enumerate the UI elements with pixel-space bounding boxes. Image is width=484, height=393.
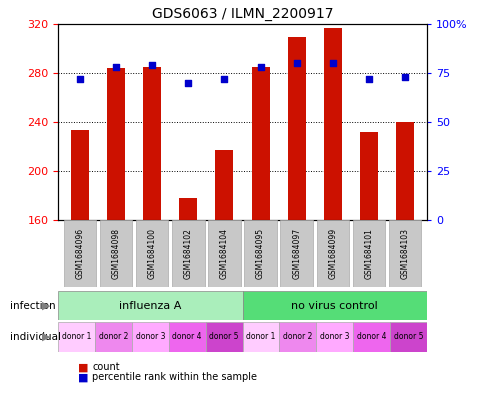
Text: donor 2: donor 2 [283,332,312,342]
Text: donor 5: donor 5 [393,332,422,342]
Text: GSM1684100: GSM1684100 [147,228,156,279]
Bar [280,220,312,287]
Text: donor 2: donor 2 [99,332,128,342]
Text: donor 4: donor 4 [356,332,385,342]
Text: count: count [92,362,120,373]
Text: GSM1684103: GSM1684103 [400,228,409,279]
Text: donor 3: donor 3 [136,332,165,342]
Bar [132,322,168,352]
Bar [388,220,421,287]
Text: donor 1: donor 1 [246,332,275,342]
Bar [205,322,242,352]
Text: donor 5: donor 5 [209,332,238,342]
Text: GSM1684101: GSM1684101 [364,228,373,279]
Text: individual: individual [10,332,60,342]
Point [400,73,408,80]
Text: donor 4: donor 4 [172,332,201,342]
Text: percentile rank within the sample: percentile rank within the sample [92,372,257,382]
Bar [107,68,125,220]
Bar [100,220,132,287]
Text: GSM1684099: GSM1684099 [328,228,337,279]
Bar [179,198,197,220]
Text: infection: infection [10,301,55,310]
Text: GSM1684104: GSM1684104 [219,228,228,279]
Bar [168,322,205,352]
Point [256,64,264,70]
Bar [352,322,389,352]
Bar [242,322,279,352]
Bar [242,291,426,320]
Text: GSM1684095: GSM1684095 [256,228,265,279]
Bar [352,220,384,287]
Text: no virus control: no virus control [291,301,377,310]
Text: ▶: ▶ [42,332,51,342]
Bar [287,37,305,220]
Bar [71,130,89,220]
Point [148,62,156,68]
Bar [244,220,276,287]
Point [220,75,228,82]
Title: GDS6063 / ILMN_2200917: GDS6063 / ILMN_2200917 [151,7,333,21]
Text: donor 1: donor 1 [62,332,91,342]
Text: donor 3: donor 3 [319,332,348,342]
Point [364,75,372,82]
Bar [316,220,348,287]
Bar [58,291,242,320]
Point [112,64,120,70]
Text: influenza A: influenza A [119,301,181,310]
Point [184,79,192,86]
Bar [143,66,161,220]
Bar [316,322,352,352]
Point [76,75,84,82]
Text: GSM1684096: GSM1684096 [75,228,84,279]
Bar [95,322,132,352]
Bar [58,322,95,352]
Bar [172,220,204,287]
Bar [395,122,413,220]
Bar [136,220,168,287]
Text: GSM1684102: GSM1684102 [183,228,193,279]
Bar [251,66,269,220]
Point [292,60,300,66]
Bar [208,220,240,287]
Point [328,60,336,66]
Text: ■: ■ [77,372,88,382]
Bar [215,150,233,220]
Bar [323,28,341,220]
Text: GSM1684097: GSM1684097 [291,228,301,279]
Bar [63,220,96,287]
Bar [359,132,377,220]
Text: ▶: ▶ [42,301,51,310]
Bar [389,322,426,352]
Text: GSM1684098: GSM1684098 [111,228,120,279]
Text: ■: ■ [77,362,88,373]
Bar [279,322,316,352]
